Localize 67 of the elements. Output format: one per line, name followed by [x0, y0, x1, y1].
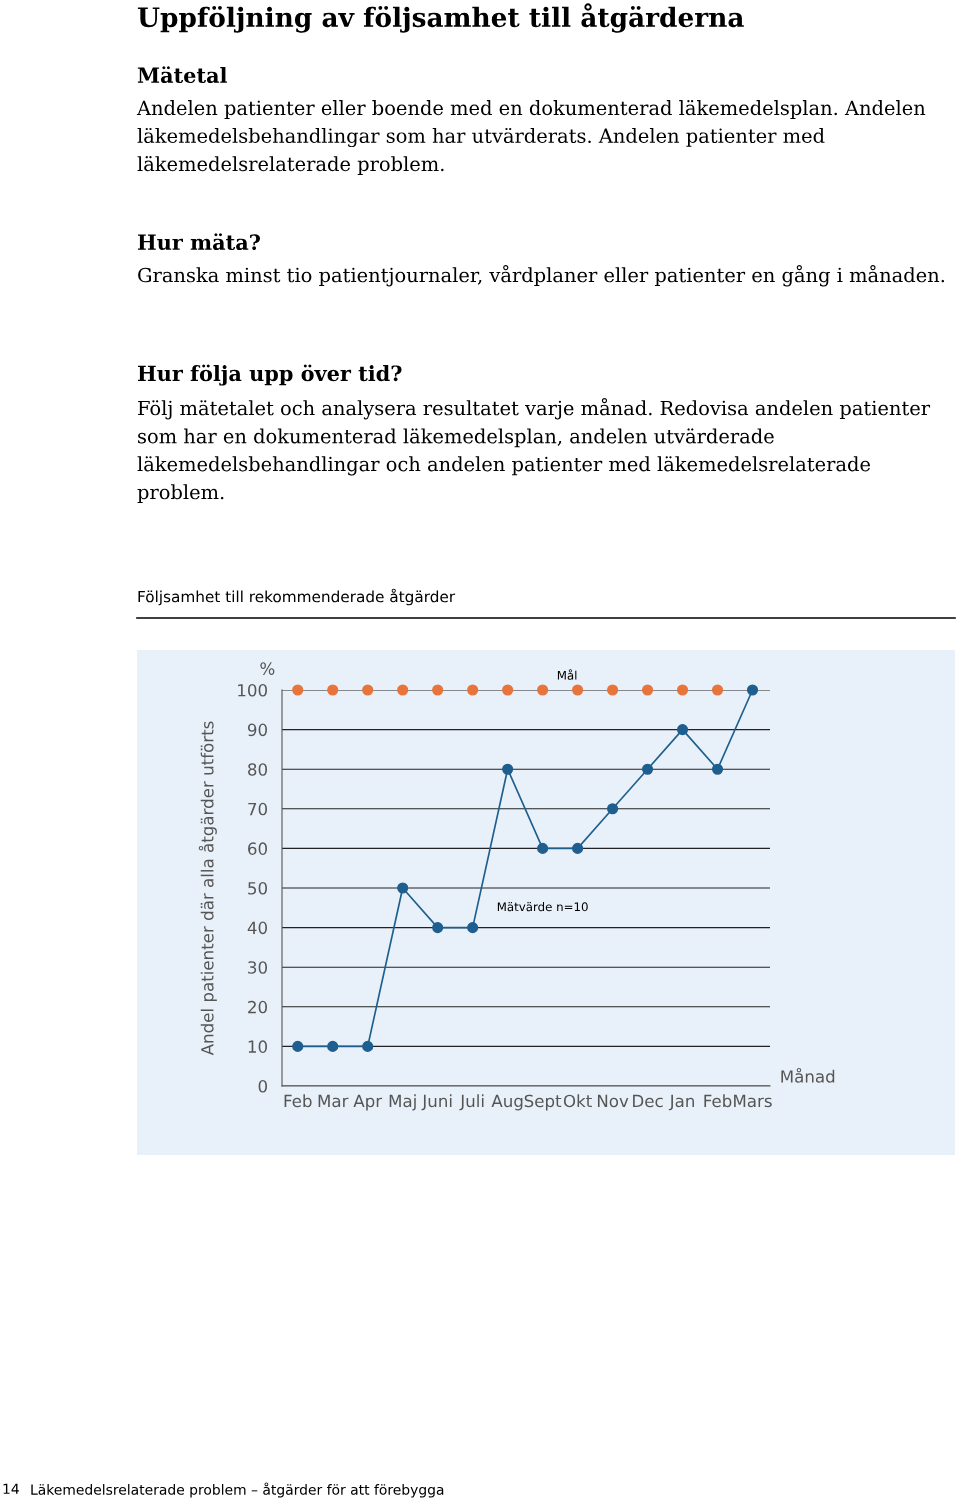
y-tick-label: 100	[238, 683, 267, 697]
point	[537, 842, 549, 854]
point	[502, 763, 514, 775]
y-tick-label: 10	[248, 1040, 267, 1053]
y-tick-label: 70	[248, 802, 267, 816]
x-tick-label: Dec	[633, 1094, 663, 1108]
point	[676, 724, 689, 736]
y-tick-label: 60	[248, 842, 267, 855]
y-tick-label: 0	[258, 1079, 267, 1093]
x-tick-label: Mars	[734, 1094, 772, 1108]
point	[362, 1040, 374, 1052]
text: Mätetal	[137, 66, 227, 84]
x-tick-label: Juni	[421, 1094, 452, 1111]
x-tick-label: Maj	[389, 1094, 416, 1111]
x-axis-title: Månad	[781, 1067, 835, 1083]
y-tick-label: 90	[247, 723, 267, 737]
text: Läkemedelsrelaterade problem – åtgärder för att förebygga	[31, 1482, 444, 1498]
series-label: Mål	[557, 669, 577, 680]
y-tick-label: 40	[247, 921, 267, 935]
point	[642, 763, 654, 775]
x-tick-label: Mar	[318, 1094, 349, 1108]
chart-title: Följsamhet till rekommenderade åtgärder	[138, 588, 456, 606]
point	[467, 922, 479, 934]
point	[467, 684, 479, 696]
y-tick-label: 80	[248, 763, 267, 776]
x-tick-label: Juli	[459, 1094, 484, 1111]
x-tick-label: Apr	[353, 1094, 383, 1111]
text: %	[260, 662, 275, 675]
point	[746, 684, 759, 696]
text: Följ mätetalet och analysera resultatet varje månad. Redovisa andelen patienter som har en dokumenterad läkemedelsplan, andelen utvärderade läkemedelsbehandlingar och andelen patienter med läkemedelsrelaterade problem.	[137, 398, 931, 504]
point	[711, 763, 724, 775]
point	[397, 882, 409, 894]
text: Hur mäta?	[137, 233, 260, 251]
point	[327, 1040, 339, 1052]
x-tick-label: Feb	[704, 1094, 732, 1108]
point	[607, 684, 619, 696]
x-tick-label: Jan	[668, 1094, 694, 1111]
y-tick-label: 20	[248, 1000, 267, 1014]
point	[711, 684, 724, 696]
point	[292, 684, 304, 696]
y-axis-title: Andel patienter där alla åtgärder utförts	[198, 721, 217, 1056]
x-tick-label: Nov	[597, 1094, 629, 1108]
text: Andelen patienter eller boende med en dokumenterad läkemedelsplan. Andelen läkemedelsbehandlingar som har utvärderats. Andelen patienter med läkemedelsrelaterade problem.	[136, 100, 926, 175]
point	[502, 684, 514, 696]
text: Hur följa upp över tid?	[137, 364, 402, 386]
point	[327, 684, 339, 696]
point	[572, 842, 584, 854]
point	[432, 684, 444, 696]
series-label: Mätvärde n=10	[497, 902, 588, 912]
x-tick-label: Aug	[491, 1094, 523, 1111]
x-tick-label: Feb	[284, 1094, 312, 1108]
text: 14	[3, 1483, 19, 1494]
point	[572, 684, 584, 696]
point	[676, 684, 689, 696]
y-tick-label: 50	[248, 881, 267, 895]
x-tick-label: Okt	[563, 1094, 592, 1108]
point	[537, 684, 549, 696]
point	[432, 922, 444, 934]
point	[292, 1040, 304, 1052]
point	[397, 684, 409, 696]
text: Granska minst tio patientjournaler, vårdplaner eller patienter en gång i månaden.	[138, 265, 945, 287]
point	[607, 803, 619, 815]
x-tick-label: Sept	[524, 1094, 562, 1111]
text: Uppföljning av följsamhet till åtgärderna	[137, 3, 744, 33]
point	[642, 684, 654, 696]
y-tick-label: 30	[248, 961, 267, 974]
point	[362, 684, 374, 696]
